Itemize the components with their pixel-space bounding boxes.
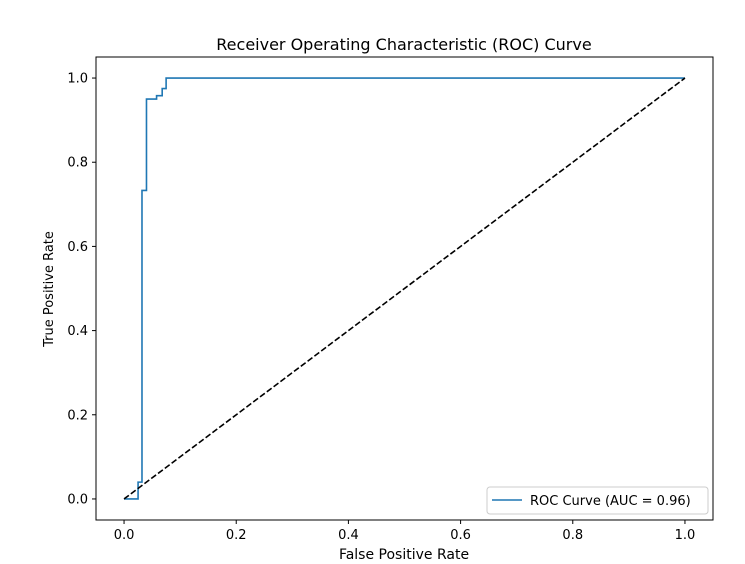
y-tick-label: 0.2 <box>67 408 88 423</box>
y-tick-label: 1.0 <box>67 72 88 87</box>
x-tick-label: 0.6 <box>450 528 471 543</box>
legend-frame <box>486 486 709 515</box>
y-axis-label: True Positive Rate <box>42 231 57 348</box>
x-axis-label: False Positive Rate <box>339 547 469 560</box>
x-tick-label: 1.0 <box>675 528 696 543</box>
x-tick-label: 0.4 <box>338 528 359 543</box>
legend: ROC Curve (AUC = 0.96) <box>486 486 709 515</box>
plot-area <box>95 56 714 521</box>
roc-curve-line <box>124 77 685 500</box>
x-tick-label: 0.8 <box>562 528 583 543</box>
plot-frame <box>95 56 714 521</box>
y-tick-label: 0.6 <box>67 240 88 255</box>
x-axis: 0.0 0.2 0.4 0.6 0.8 1.0 <box>114 520 696 543</box>
y-tick-label: 0.8 <box>67 156 88 171</box>
legend-label: ROC Curve (AUC = 0.96) <box>530 494 691 509</box>
y-axis: 0.0 0.2 0.4 0.6 0.8 1.0 <box>67 72 96 507</box>
x-tick-label: 0.2 <box>226 528 247 543</box>
y-tick-label: 0.4 <box>67 324 88 339</box>
series-layer <box>123 77 686 500</box>
y-tick-label: 0.0 <box>67 492 88 507</box>
chance-diagonal-line <box>123 77 686 500</box>
x-tick-label: 0.0 <box>114 528 135 543</box>
chart-title: Receiver Operating Characteristic (ROC) … <box>216 35 591 54</box>
